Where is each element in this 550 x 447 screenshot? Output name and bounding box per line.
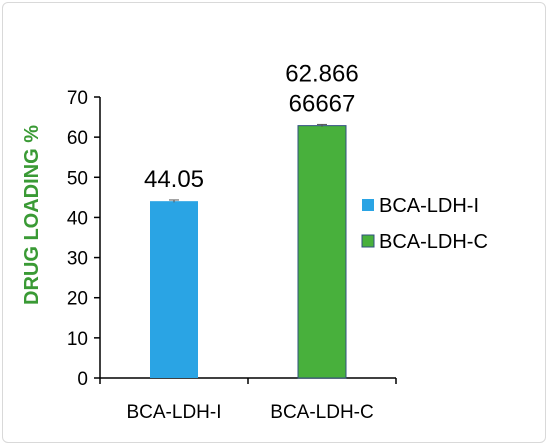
y-tick-label: 20 [67, 289, 88, 310]
data-label: 62.866 [285, 61, 358, 88]
y-axis-label: DRUG LOADING % [21, 125, 43, 305]
legend-label: BCA-LDH-I [379, 195, 479, 217]
legend-swatch [361, 234, 375, 248]
y-tick-label: 30 [67, 249, 88, 270]
legend-label: BCA-LDH-C [379, 231, 488, 253]
bar-bca-ldh-c [297, 125, 347, 379]
y-tick-label: 10 [67, 329, 88, 350]
x-tick-label: BCA-LDH-C [270, 402, 373, 423]
data-label: 44.05 [144, 166, 204, 193]
y-tick-label: 70 [67, 88, 88, 109]
x-tick-label: BCA-LDH-I [126, 402, 221, 423]
y-tick-label: 50 [67, 168, 88, 189]
y-tick-label: 40 [67, 208, 88, 229]
y-tick-label: 60 [67, 128, 88, 149]
legend-swatch [362, 199, 374, 211]
chart-frame [2, 2, 546, 443]
bar-bca-ldh-i [150, 201, 198, 378]
y-tick-label: 0 [77, 369, 88, 390]
data-label: 66667 [289, 91, 356, 118]
